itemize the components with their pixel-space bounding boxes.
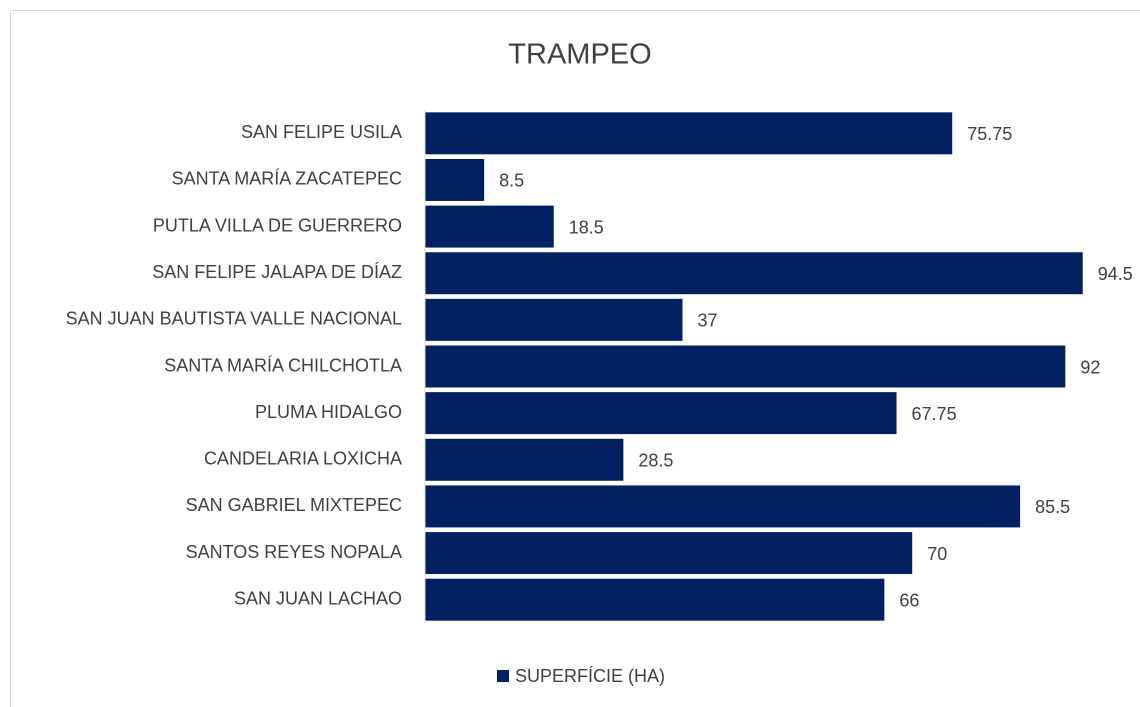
y-tick-label: SANTA MARÍA CHILCHOTLA xyxy=(164,355,402,375)
data-label: 37 xyxy=(698,311,718,331)
bar xyxy=(425,112,953,155)
y-tick-label: SAN JUAN BAUTISTA VALLE NACIONAL xyxy=(66,309,402,329)
y-tick-label: SAN JUAN LACHAO xyxy=(234,588,402,608)
y-tick-label: CANDELARIA LOXICHA xyxy=(204,449,402,469)
data-label: 18.5 xyxy=(569,217,604,237)
data-label: 92 xyxy=(1080,357,1100,377)
data-label: 85.5 xyxy=(1035,497,1070,517)
bar xyxy=(425,532,913,575)
bar xyxy=(425,345,1066,388)
y-tick-label: SANTA MARÍA ZACATEPEC xyxy=(172,169,402,189)
bar xyxy=(425,485,1021,528)
legend-label: SUPERFÍCIE (HA) xyxy=(515,666,665,686)
data-label: 67.75 xyxy=(912,404,957,424)
data-label: 75.75 xyxy=(967,124,1012,144)
data-label: 66 xyxy=(899,590,919,610)
bar xyxy=(425,438,624,481)
bar xyxy=(425,252,1083,295)
bar xyxy=(425,578,885,621)
data-label: 8.5 xyxy=(499,171,524,191)
data-label: 70 xyxy=(927,544,947,564)
bar xyxy=(425,392,897,435)
bar xyxy=(425,298,683,341)
chart-title: TRAMPEO xyxy=(508,39,651,71)
y-tick-label: SAN FELIPE JALAPA DE DÍAZ xyxy=(152,262,402,282)
data-label: 94.5 xyxy=(1098,264,1133,284)
y-tick-label: PUTLA VILLA DE GUERRERO xyxy=(153,215,402,235)
y-tick-label: SAN GABRIEL MIXTEPEC xyxy=(186,495,402,515)
y-tick-label: SANTOS REYES NOPALA xyxy=(186,542,402,562)
y-tick-label: SAN FELIPE USILA xyxy=(241,122,402,142)
bar xyxy=(425,158,485,201)
legend-swatch xyxy=(497,670,509,682)
data-label: 28.5 xyxy=(638,451,673,471)
bar xyxy=(425,205,554,248)
y-tick-label: PLUMA HIDALGO xyxy=(255,402,402,422)
